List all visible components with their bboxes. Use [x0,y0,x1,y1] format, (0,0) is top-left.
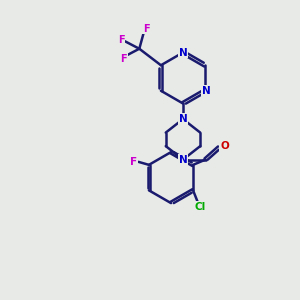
Text: Cl: Cl [194,202,206,212]
Text: O: O [220,141,229,151]
Text: F: F [130,157,137,166]
Text: N: N [178,47,188,58]
Text: F: F [118,35,124,45]
Text: N: N [178,114,188,124]
Text: F: F [120,54,127,64]
Text: F: F [143,24,149,34]
Text: N: N [202,86,211,96]
Text: N: N [178,154,188,165]
